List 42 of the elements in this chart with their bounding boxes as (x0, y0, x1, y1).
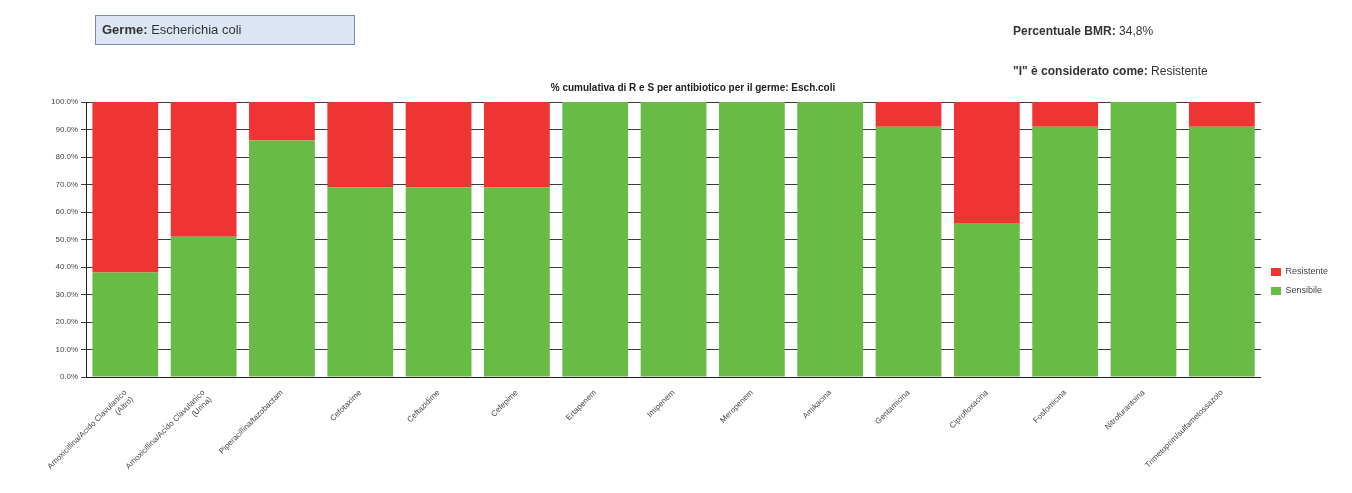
text: "I" è considerato come: Resistente (1013, 64, 1208, 78)
bar (1188, 102, 1255, 127)
bar (170, 236, 237, 377)
text: Germe: Escherichia coli (102, 22, 242, 37)
bar (640, 102, 707, 377)
bar (953, 102, 1020, 224)
bar (797, 102, 864, 377)
y-tick-label: 100.0% (50, 97, 79, 107)
bar (484, 102, 550, 188)
y-tick-label: 20.0% (55, 317, 79, 327)
y-tick-label: 40.0% (55, 262, 79, 272)
bar (875, 126, 942, 377)
bar (718, 102, 785, 377)
chart-title: % cumulativa di R e S per antibiotico per il germe: Esch.coli (550, 81, 836, 93)
bar (1110, 102, 1177, 377)
bar (327, 187, 394, 377)
y-tick-label: 80.0% (55, 152, 79, 162)
legend-label: Sensibile (1285, 285, 1323, 296)
legend-label: Resistente (1285, 266, 1329, 277)
bar (562, 102, 629, 377)
bar (1032, 126, 1099, 377)
bar (327, 102, 394, 188)
text: Percentuale BMR: 34,8% (1013, 24, 1154, 38)
bar (875, 102, 942, 127)
bar (1188, 126, 1255, 377)
bar (1032, 102, 1099, 127)
y-tick-label: 50.0% (55, 234, 79, 244)
bar (405, 102, 472, 188)
y-tick-label: 60.0% (55, 207, 79, 217)
bar (249, 102, 315, 141)
y-tick-label: 0.0% (59, 372, 79, 382)
bar (249, 140, 315, 377)
y-tick-label: 70.0% (55, 179, 79, 189)
bar (484, 187, 550, 377)
bar (92, 102, 159, 273)
bar (170, 102, 237, 237)
bar (405, 187, 472, 377)
y-tick-label: 30.0% (55, 289, 79, 299)
y-tick-label: 10.0% (55, 344, 79, 354)
bar (953, 223, 1020, 377)
y-tick-label: 90.0% (55, 124, 79, 134)
bar (92, 272, 159, 377)
